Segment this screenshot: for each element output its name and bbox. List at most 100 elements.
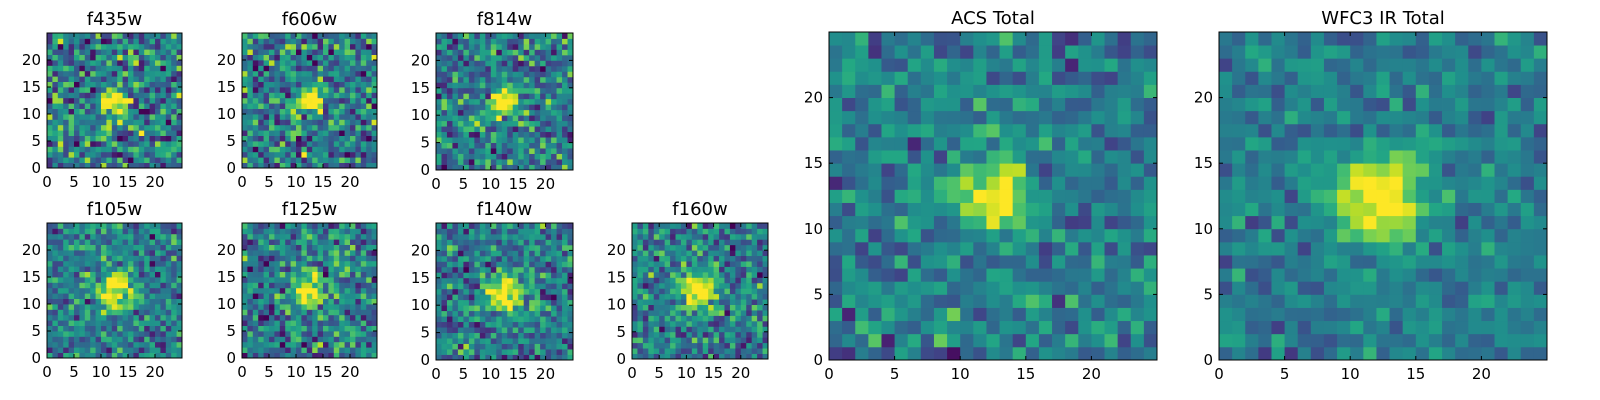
heatmap-cell <box>323 81 329 88</box>
heatmap-cell <box>68 146 75 153</box>
heatmap-cell <box>452 49 459 56</box>
heatmap-cell <box>355 76 362 82</box>
heatmap-cell <box>144 352 150 359</box>
heatmap-cell <box>312 228 318 235</box>
heatmap-cell <box>312 352 318 359</box>
y-tick-label: 15 <box>411 269 430 287</box>
heatmap-cell <box>545 338 552 344</box>
heatmap-cell <box>285 266 291 272</box>
heatmap-cell <box>757 304 763 311</box>
heatmap-cell <box>242 309 248 316</box>
heatmap-cell <box>960 268 974 282</box>
heatmap-cell <box>360 287 367 294</box>
heatmap-cell <box>306 38 313 45</box>
heatmap-cell <box>128 282 134 289</box>
heatmap-cell <box>457 250 464 257</box>
heatmap-cell <box>339 325 345 332</box>
heatmap-cell <box>160 49 167 55</box>
heatmap-cell <box>366 271 372 278</box>
heatmap-cell <box>436 228 442 235</box>
heatmap-cell <box>463 60 470 67</box>
heatmap-cell <box>301 60 308 66</box>
heatmap-cell <box>144 114 150 120</box>
heatmap-cell <box>90 244 96 251</box>
heatmap-cell <box>360 157 367 163</box>
heatmap-cell <box>485 261 492 268</box>
heatmap-cell <box>567 87 574 94</box>
heatmap-cell <box>138 97 145 104</box>
heatmap-cell <box>986 228 1000 243</box>
heatmap-cell <box>637 223 644 229</box>
heatmap-cell <box>317 228 324 235</box>
heatmap-cell <box>366 233 372 240</box>
heatmap-cell <box>84 304 91 310</box>
heatmap-cell <box>1143 294 1158 308</box>
heatmap-cell <box>106 130 113 136</box>
heatmap-cell <box>719 277 725 284</box>
heatmap-cell <box>1012 150 1027 164</box>
heatmap-cell <box>52 97 59 104</box>
heatmap-cell <box>117 141 123 147</box>
heatmap-cell <box>729 250 736 257</box>
heatmap-cell <box>446 250 453 257</box>
heatmap-cell <box>312 49 318 55</box>
heatmap-cell <box>122 277 129 283</box>
heatmap-cell <box>111 233 118 240</box>
heatmap-cell <box>128 223 134 229</box>
heatmap-cell <box>90 260 96 267</box>
heatmap-cell <box>1052 241 1066 256</box>
heatmap-cell <box>90 130 96 136</box>
heatmap-cell <box>479 244 486 251</box>
heatmap-cell <box>468 299 475 306</box>
heatmap-cell <box>155 250 161 256</box>
heatmap-cell <box>1117 255 1132 269</box>
heatmap-cell <box>1130 176 1145 190</box>
heatmap-cell <box>323 76 329 82</box>
heatmap-cell <box>973 176 987 190</box>
heatmap-cell <box>551 266 557 273</box>
heatmap-cell <box>285 162 291 169</box>
heatmap-cell <box>339 233 345 240</box>
heatmap-cell <box>355 65 362 72</box>
heatmap-cell <box>545 164 552 171</box>
heatmap-cell <box>436 126 442 133</box>
heatmap-cell <box>507 277 514 284</box>
heatmap-cell <box>101 277 107 283</box>
heatmap-cell <box>171 347 177 353</box>
heatmap-cell <box>63 103 69 109</box>
heatmap-cell <box>301 233 308 240</box>
heatmap-cell <box>144 141 150 147</box>
heatmap-cell <box>724 299 731 305</box>
heatmap-cell <box>463 159 470 165</box>
heatmap-cell <box>868 268 882 282</box>
heatmap-cell <box>269 76 275 82</box>
heatmap-cell <box>534 244 541 251</box>
heatmap-cell <box>512 104 519 111</box>
heatmap-cell <box>47 119 53 126</box>
heatmap-cell <box>328 255 335 262</box>
heatmap-cell <box>708 233 714 240</box>
heatmap-cell <box>1104 320 1119 335</box>
heatmap-cell <box>501 283 508 290</box>
heatmap-cell <box>501 288 508 295</box>
heatmap-cell <box>441 354 448 361</box>
heatmap-cell <box>545 272 552 279</box>
heatmap-cell <box>74 114 80 120</box>
heatmap-cell <box>263 298 270 305</box>
heatmap-cell <box>1078 294 1092 308</box>
heatmap-cell <box>485 109 492 116</box>
heatmap-cell <box>540 327 546 333</box>
heatmap-cell <box>894 294 909 308</box>
heatmap-cell <box>523 349 530 355</box>
heatmap-cell <box>697 342 704 349</box>
heatmap-cell <box>350 33 356 39</box>
heatmap-cell <box>468 43 475 50</box>
heatmap-cell <box>144 49 150 55</box>
heatmap-cell <box>160 124 167 131</box>
heatmap-cell <box>312 320 318 326</box>
heatmap-cell <box>762 282 769 289</box>
heatmap-cell <box>713 261 720 267</box>
heatmap-cell <box>436 65 442 72</box>
heatmap-cell <box>664 337 671 344</box>
heatmap-cell <box>328 146 335 153</box>
